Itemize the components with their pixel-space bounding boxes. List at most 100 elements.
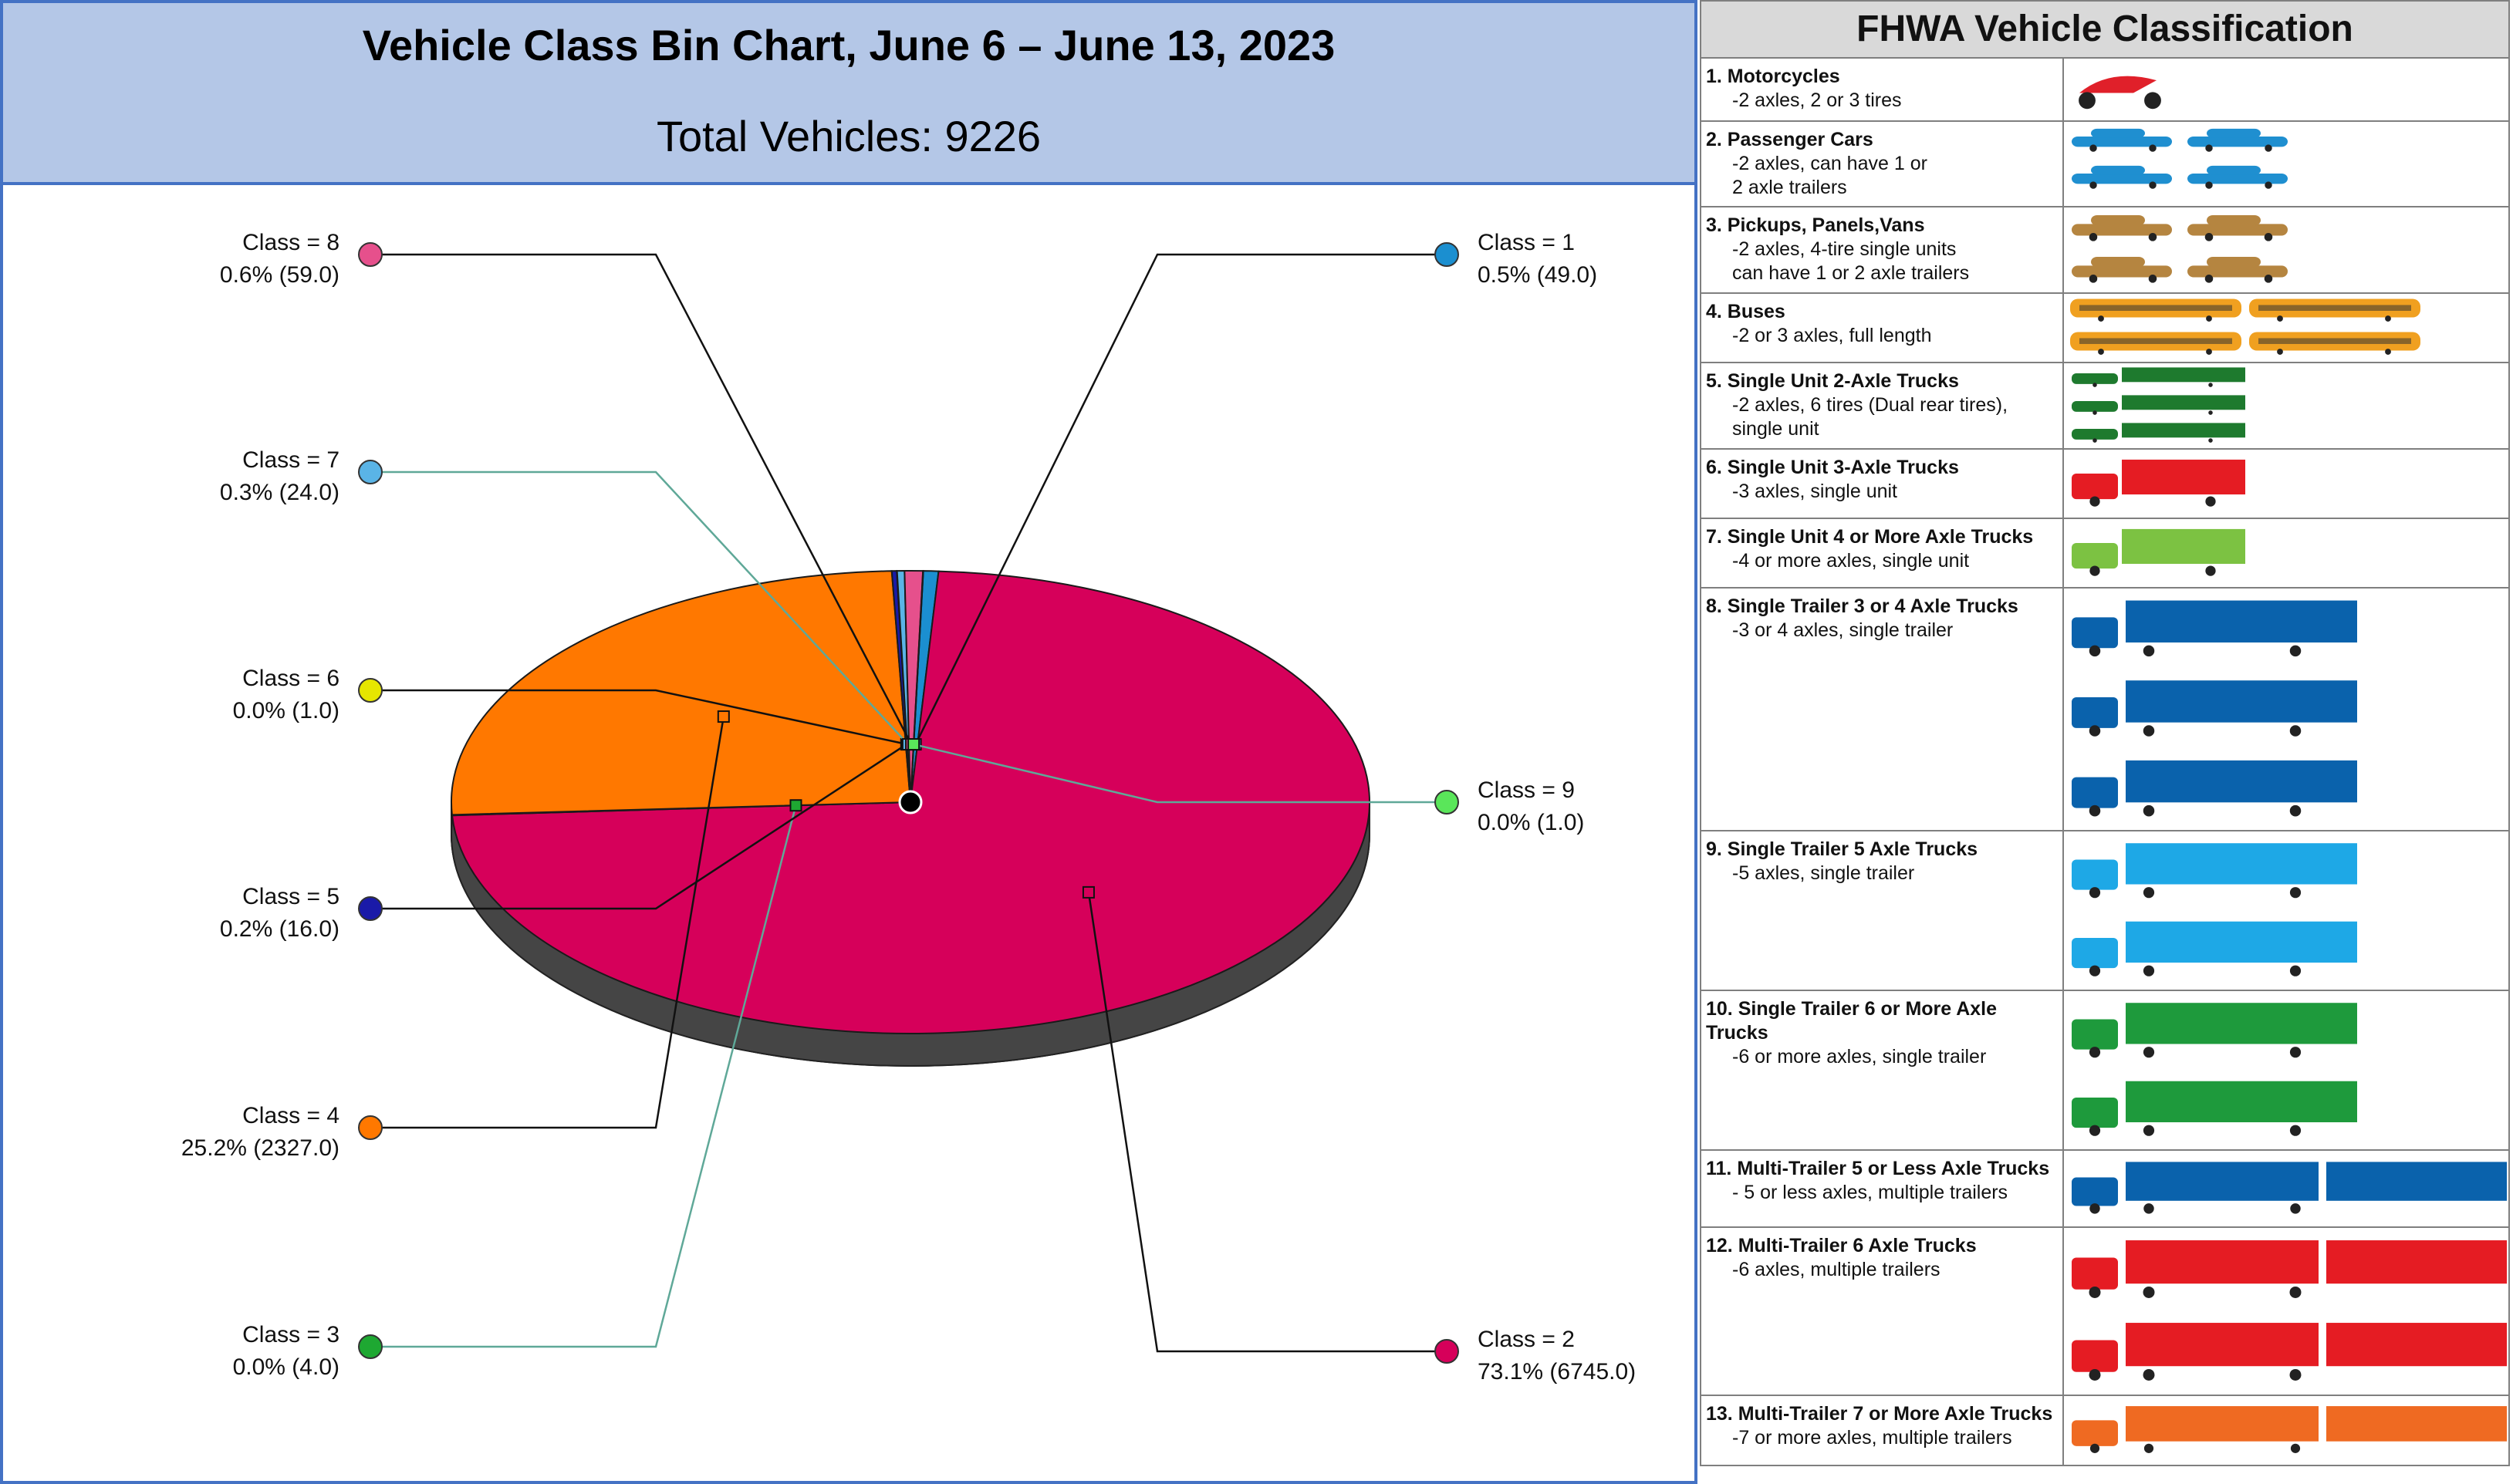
slice-label: Class = 8 <box>242 230 339 255</box>
fhwa-class-title: 11. Multi-Trailer 5 or Less Axle Trucks <box>1706 1158 2050 1179</box>
pie-chart: Class = 1 0.5% (49.0) Class = 2 73.1% (6745… <box>181 230 1636 1385</box>
fhwa-class-image <box>2062 990 2510 1151</box>
legend-dot <box>358 460 383 484</box>
slice-label: Class = 9 <box>1478 777 1575 803</box>
fhwa-class-image <box>2062 448 2510 519</box>
fhwa-class-row: 5. Single Unit 2-Axle Trucks -2 axles, 6 … <box>1699 362 2510 450</box>
legend-dot <box>1434 242 1459 267</box>
fhwa-class-detail: -2 axles, 6 tires (Dual rear tires), <box>1732 394 2008 416</box>
slice-value: 0.3% (24.0) <box>220 480 339 505</box>
fhwa-class-detail: -6 or more axles, single trailer <box>1732 1046 1987 1067</box>
slice-label: Class = 7 <box>242 447 339 473</box>
fhwa-class-row: 8. Single Trailer 3 or 4 Axle Trucks -3 o… <box>1699 587 2510 831</box>
fhwa-class-title: 13. Multi-Trailer 7 or More Axle Trucks <box>1706 1403 2053 1425</box>
fhwa-class-image <box>2062 206 2510 294</box>
fhwa-class-description: 6. Single Unit 3-Axle Trucks -3 axles, si… <box>1699 448 2065 519</box>
slice-value: 0.0% (1.0) <box>1478 810 1584 835</box>
fhwa-class-description: 8. Single Trailer 3 or 4 Axle Trucks -3 o… <box>1699 587 2065 831</box>
fhwa-class-row: 9. Single Trailer 5 Axle Trucks -5 axles,… <box>1699 830 2510 991</box>
legend-dot <box>1434 790 1459 815</box>
slice-label: Class = 5 <box>242 884 339 909</box>
fhwa-class-row: 10. Single Trailer 6 or More Axle Trucks… <box>1699 990 2510 1151</box>
fhwa-class-description: 1. Motorcycles -2 axles, 2 or 3 tires <box>1699 57 2065 122</box>
fhwa-class-description: 7. Single Unit 4 or More Axle Trucks -4 o… <box>1699 518 2065 589</box>
fhwa-class-description: 4. Buses -2 or 3 axles, full length <box>1699 292 2065 363</box>
fhwa-class-detail: -6 axles, multiple trailers <box>1732 1259 1940 1280</box>
slice-value: 0.0% (4.0) <box>233 1354 339 1380</box>
slice-label: Class = 3 <box>242 1322 339 1347</box>
truck-3axle-icon <box>2072 459 2246 507</box>
fhwa-class-image <box>2062 587 2510 831</box>
leader-line <box>370 744 907 910</box>
fhwa-class-title: 4. Buses <box>1706 301 1785 322</box>
legend-dot <box>358 1115 383 1140</box>
fhwa-class-row: 7. Single Unit 4 or More Axle Trucks -4 o… <box>1699 518 2510 589</box>
fhwa-class-title: 3. Pickups, Panels,Vans <box>1706 214 1925 236</box>
fhwa-class-description: 12. Multi-Trailer 6 Axle Trucks -6 axles,… <box>1699 1226 2065 1396</box>
slice-value: 25.2% (2327.0) <box>181 1135 339 1161</box>
fhwa-class-detail: can have 1 or 2 axle trailers <box>1732 262 1970 284</box>
semi-trailer-icon <box>2072 843 2358 976</box>
fhwa-class-row: 13. Multi-Trailer 7 or More Axle Trucks -… <box>1699 1395 2510 1466</box>
truck-2axle-icon <box>2072 367 2246 443</box>
fhwa-class-detail: -2 axles, 4-tire single units <box>1732 238 1957 260</box>
legend-dot <box>358 1334 383 1359</box>
fhwa-class-row: 1. Motorcycles -2 axles, 2 or 3 tires <box>1699 57 2510 122</box>
fhwa-class-row: 3. Pickups, Panels,Vans -2 axles, 4-tire … <box>1699 206 2510 294</box>
leader-line <box>370 253 913 745</box>
fhwa-class-detail: -5 axles, single trailer <box>1732 862 1915 884</box>
fhwa-class-description: 3. Pickups, Panels,Vans -2 axles, 4-tire … <box>1699 206 2065 294</box>
legend-dot <box>358 678 383 703</box>
fhwa-class-image <box>2062 1149 2510 1228</box>
pie-slice <box>910 570 924 803</box>
pie-center-dot <box>898 790 923 815</box>
fhwa-class-title: 8. Single Trailer 3 or 4 Axle Trucks <box>1706 595 2018 617</box>
fhwa-class-detail: -2 or 3 axles, full length <box>1732 325 1932 346</box>
leader-anchor <box>789 799 802 812</box>
car-icon <box>2072 128 2288 189</box>
slice-value: 73.1% (6745.0) <box>1478 1359 1636 1385</box>
fhwa-class-row: 12. Multi-Trailer 6 Axle Trucks -6 axles,… <box>1699 1226 2510 1396</box>
chart-title: Vehicle Class Bin Chart, June 6 – June 1… <box>362 21 1336 69</box>
slice-value: 0.6% (59.0) <box>220 262 339 288</box>
motorcycle-icon <box>2079 76 2161 110</box>
van-icon <box>2072 214 2288 283</box>
chart-panel: Vehicle Class Bin Chart, June 6 – June 1… <box>0 0 1697 1484</box>
fhwa-table: FHWA Vehicle Classification 1. Motorcycl… <box>1699 0 2510 1466</box>
leader-anchor <box>1082 885 1095 899</box>
pie-slice <box>451 570 912 816</box>
fhwa-class-description: 9. Single Trailer 5 Axle Trucks -5 axles,… <box>1699 830 2065 991</box>
chart-header: Vehicle Class Bin Chart, June 6 – June 1… <box>3 3 1694 185</box>
truck-4axle-icon <box>2072 528 2246 576</box>
leader-line <box>370 470 909 745</box>
double-trailer-icon <box>2072 1406 2508 1453</box>
fhwa-title: FHWA Vehicle Classification <box>1700 0 2510 59</box>
fhwa-class-row: 2. Passenger Cars -2 axles, can have 1 or… <box>1699 120 2510 207</box>
double-trailer-icon <box>2072 1240 2508 1381</box>
fhwa-class-row: 4. Buses -2 or 3 axles, full length <box>1699 292 2510 363</box>
fhwa-class-description: 11. Multi-Trailer 5 or Less Axle Trucks -… <box>1699 1149 2065 1228</box>
slice-label: Class = 2 <box>1478 1327 1575 1352</box>
fhwa-class-detail: -7 or more axles, multiple trailers <box>1732 1427 2012 1449</box>
semi-trailer-icon <box>2072 1003 2358 1136</box>
leader-line <box>1087 892 1447 1353</box>
fhwa-class-title: 9. Single Trailer 5 Axle Trucks <box>1706 838 1978 860</box>
fhwa-class-title: 6. Single Unit 3-Axle Trucks <box>1706 457 1959 478</box>
fhwa-panel: FHWA Vehicle Classification 1. Motorcycl… <box>1699 0 2513 1484</box>
fhwa-class-title: 2. Passenger Cars <box>1706 129 1873 150</box>
fhwa-class-title: 10. Single Trailer 6 or More Axle Trucks <box>1706 998 1998 1044</box>
fhwa-class-image <box>2062 362 2510 450</box>
leader-line <box>914 253 1447 745</box>
fhwa-class-detail: -4 or more axles, single unit <box>1732 550 1970 572</box>
leader-anchor <box>907 738 920 751</box>
fhwa-class-image <box>2062 1226 2510 1396</box>
legend-dot <box>358 242 383 267</box>
fhwa-class-detail: -3 or 4 axles, single trailer <box>1732 619 1954 641</box>
fhwa-class-image <box>2062 120 2510 207</box>
slice-value: 0.5% (49.0) <box>1478 262 1597 288</box>
chart-subtitle: Total Vehicles: 9226 <box>656 112 1042 160</box>
fhwa-class-detail: -2 axles, 2 or 3 tires <box>1732 89 1902 111</box>
double-trailer-icon <box>2072 1162 2508 1214</box>
fhwa-class-image <box>2062 1395 2510 1466</box>
legend-dot <box>358 896 383 921</box>
